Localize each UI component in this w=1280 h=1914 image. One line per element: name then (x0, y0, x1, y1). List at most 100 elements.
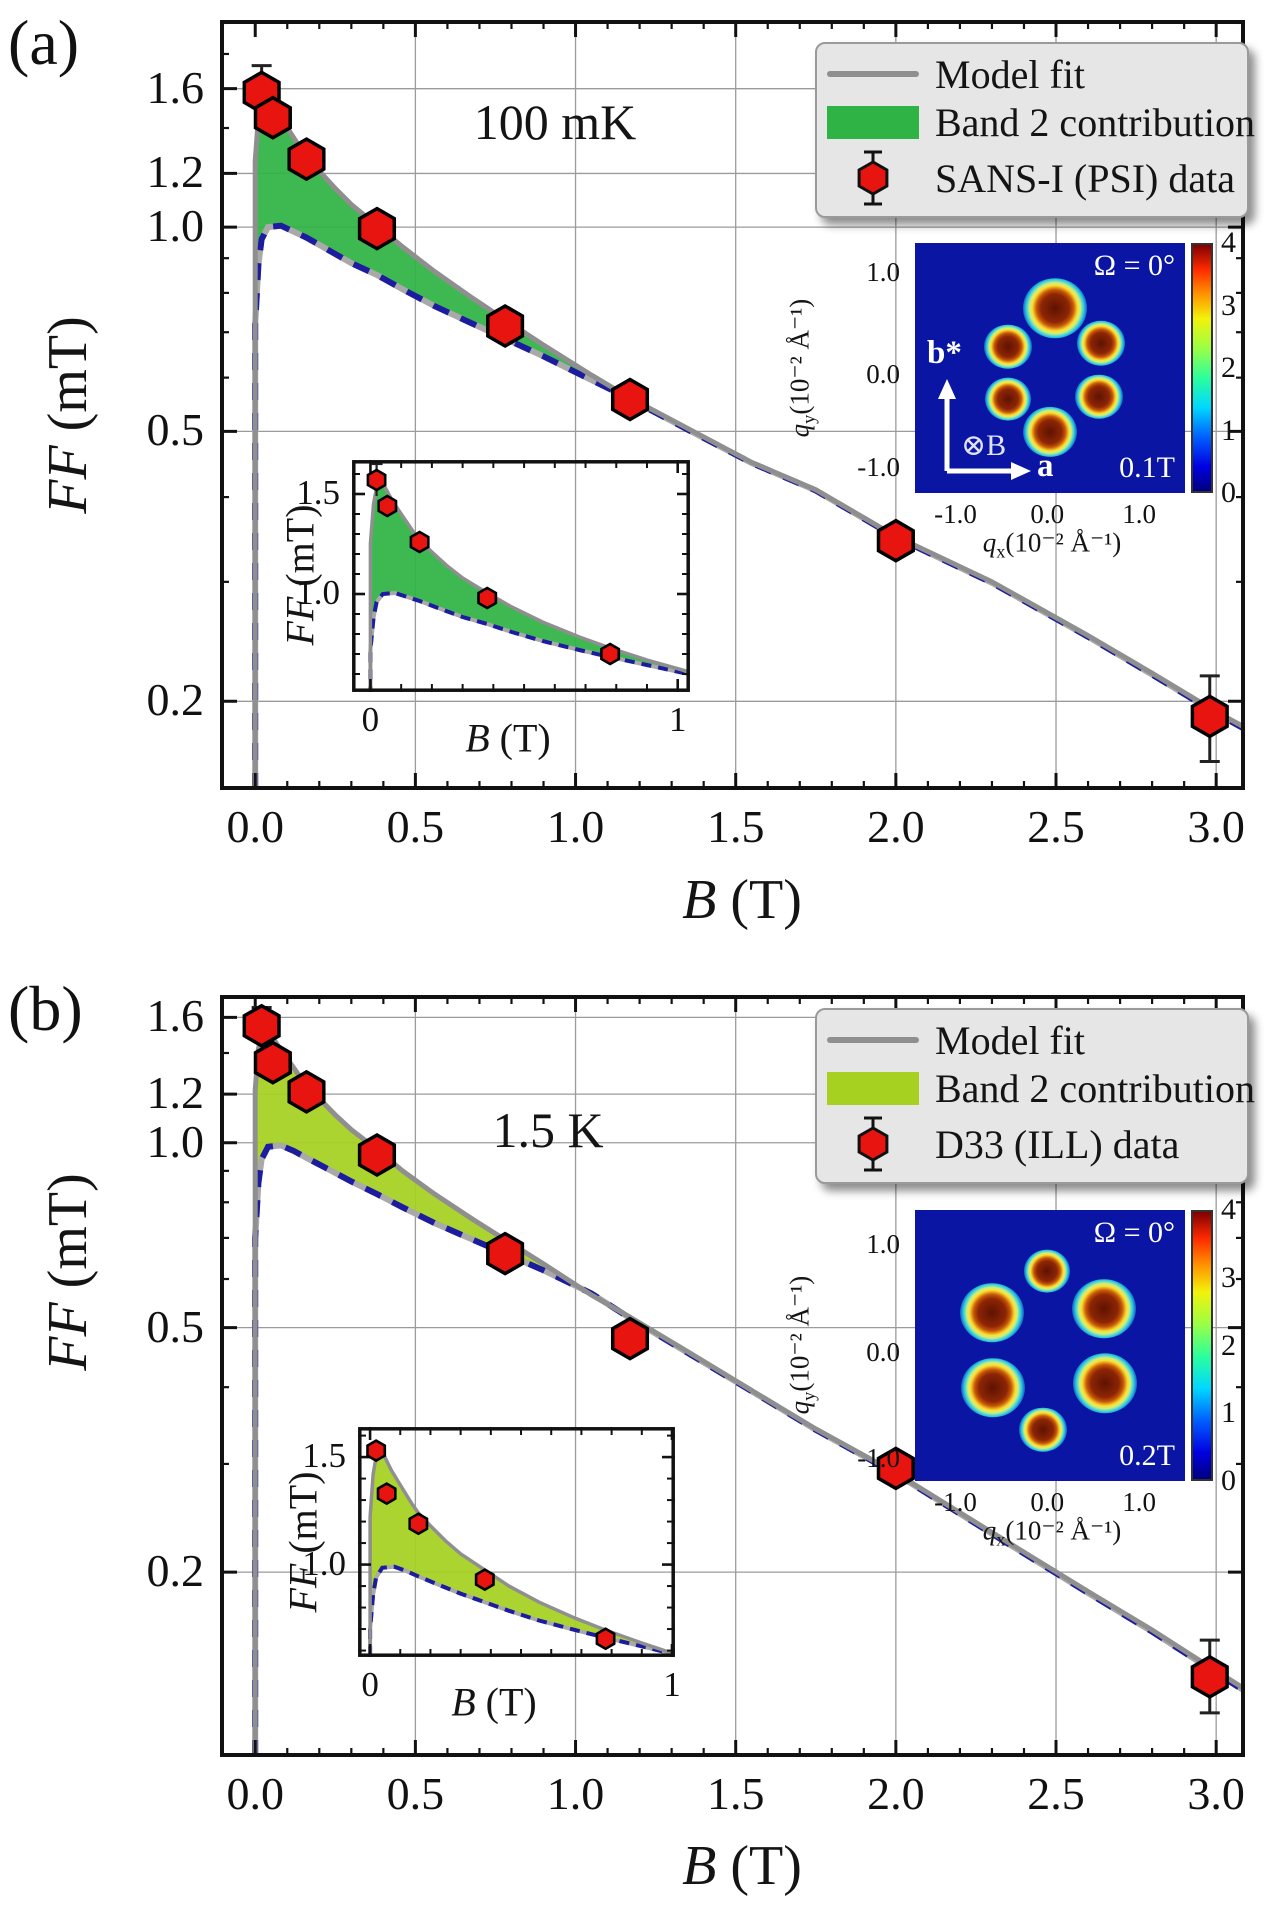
inset-plot-b (358, 1427, 675, 1657)
hexagon-marker-sample (825, 147, 921, 209)
colorbar-tick-label: 1 (1221, 413, 1236, 447)
field-annotation-a: 0.1T (1119, 451, 1175, 484)
x-axis-symbol: B (682, 869, 717, 931)
sans-y-tick-label: 1.0 (866, 256, 900, 287)
bragg-spot (1024, 1249, 1071, 1293)
gray-line-icon (827, 1037, 919, 1044)
inset-a-x-label: B (T) (465, 715, 551, 761)
y-tick-label: 0.2 (146, 1545, 205, 1597)
panel-a-x-axis-label: B (T) (682, 868, 802, 932)
colorbar-tick-label: 0 (1221, 1464, 1236, 1497)
bragg-spots-a (915, 243, 1185, 493)
x-tick-label: 2.0 (867, 801, 925, 852)
legend-label-model-fit: Model fit (935, 1017, 1085, 1063)
x-tick-label: 1.5 (706, 1768, 765, 1819)
inset-data-point-hexagon (409, 530, 430, 554)
bragg-spot (1073, 1353, 1138, 1414)
x-tick-label: 2.5 (1027, 1768, 1085, 1819)
y-tick-label: 1.0 (146, 1115, 205, 1167)
data-point-hexagon (242, 1003, 281, 1048)
plot-frame (220, 20, 1245, 790)
data-point-hexagon (1190, 1654, 1229, 1699)
inset-x-tick-label: 0 (361, 700, 380, 739)
data-point-hexagon (287, 1069, 326, 1114)
x-tick-label: 0.5 (386, 1768, 445, 1819)
x-tick-label: 0.0 (226, 801, 284, 852)
bragg-spot (984, 324, 1033, 370)
sans-b-xtick-labels: -1.0 0.0 1.0 (915, 1487, 1185, 1517)
sans-y-tick-label: 0.0 (866, 359, 900, 389)
inset-data-point-hexagon (474, 1568, 495, 1592)
panel-a-letter: (a) (8, 7, 80, 78)
colorbar-tick-label: 1 (1221, 1396, 1236, 1430)
colorbar-tick-label: 3 (1221, 1260, 1236, 1294)
y-tick-label: 1.2 (146, 1067, 205, 1119)
sans-x-tick-label: 0.0 (1030, 1487, 1065, 1517)
inset-x-tick-label: 1 (663, 1665, 681, 1704)
inset-band2-region (370, 1448, 675, 1657)
legend-label-band2: Band 2 contribution (935, 99, 1255, 145)
plot-frame (220, 995, 1245, 1757)
bragg-spot (1077, 320, 1126, 366)
inset-y-tick-label: 1.0 (302, 1543, 346, 1583)
band1-curve (252, 222, 1245, 790)
sans-x-tick-label: -1.0 (934, 1487, 977, 1517)
colorbar-tick-label: 4 (1221, 1193, 1236, 1226)
legend-label-data: SANS-I (PSI) data (935, 155, 1235, 201)
sans-a-qy-label: qy(10⁻² Å⁻¹) (784, 298, 819, 438)
legend-b: Model fit Band 2 contribution D33 (ILL) … (815, 1008, 1255, 1184)
bragg-spots-b (915, 1210, 1185, 1481)
field-annotation-b: 0.2T (1119, 1439, 1175, 1472)
x-axis-unit: (T) (730, 869, 802, 931)
x-tick-label: 2.5 (1027, 801, 1085, 852)
inset-y-tick-label: 1.5 (302, 1436, 346, 1476)
colorbar-a (1191, 243, 1213, 493)
hexagon-marker-icon (857, 150, 889, 206)
sans-a-ytick-labels: 1.0 0.0 -1.0 (828, 243, 906, 493)
colorbar-tick-label: 4 (1221, 226, 1236, 259)
inset-b-y-label: FF (mT) (280, 1471, 326, 1613)
colorbar-b (1191, 1210, 1213, 1481)
band2-swatch-sample (825, 1071, 921, 1105)
data-point-hexagon (610, 1316, 650, 1361)
inset-data-point-hexagon (377, 494, 398, 518)
inset-b-x-label: B (T) (451, 1679, 537, 1725)
panel-b-title: 1.5 K (492, 1102, 604, 1158)
colorbar-tick-label: 2 (1221, 351, 1236, 384)
inset-x-tick-label: 0 (361, 1665, 379, 1704)
data-point-hexagon (1190, 694, 1229, 739)
x-tick-label: 2.0 (867, 1768, 925, 1819)
sans-x-tick-label: 1.0 (1122, 1487, 1156, 1517)
omega-annotation-b: Ω = 0° (1093, 1216, 1175, 1249)
sans-x-tick-label: -1.0 (934, 499, 977, 529)
inset-data-point-hexagon (376, 1482, 397, 1506)
sans-b-qy-label: qy(10⁻² Å⁻¹) (784, 1275, 819, 1415)
colorbar-tick-label: 2 (1221, 1328, 1236, 1362)
sans-x-tick-label: 1.0 (1122, 499, 1156, 529)
y-tick-label: 0.5 (146, 1300, 205, 1352)
panel-a-title: 100 mK (473, 94, 637, 150)
inset-data-point-hexagon (366, 1439, 387, 1463)
y-tick-label: 0.2 (146, 674, 205, 726)
sans-b-qx-label: qx(10⁻² Å⁻¹) (982, 1515, 1122, 1550)
band1-curve (252, 1142, 1245, 1757)
omega-annotation-a: Ω = 0° (1093, 249, 1175, 282)
panel-b-letter: (b) (8, 973, 83, 1044)
legend-label-band2: Band 2 contribution (935, 1065, 1255, 1111)
sans-y-tick-label: 0.0 (866, 1336, 900, 1367)
legend-label-model-fit: Model fit (935, 51, 1085, 97)
gray-line-icon (827, 71, 919, 78)
data-point-hexagon (486, 303, 525, 349)
inset-frame (358, 1427, 675, 1657)
inset-data-point-hexagon (477, 586, 498, 610)
sans-y-tick-label: -1.0 (857, 451, 900, 482)
x-tick-label: 1.5 (706, 801, 765, 852)
y-tick-label: 1.0 (146, 200, 205, 252)
data-point-hexagon (357, 1132, 397, 1178)
data-point-hexagon (610, 377, 650, 422)
colorbar-tick-label: 0 (1221, 476, 1236, 509)
panel-b-x-axis-label: B (T) (682, 1835, 802, 1897)
bragg-spot (985, 377, 1032, 421)
colorbar-tick-label: 3 (1221, 288, 1236, 322)
inset-data-point-hexagon (600, 642, 621, 666)
